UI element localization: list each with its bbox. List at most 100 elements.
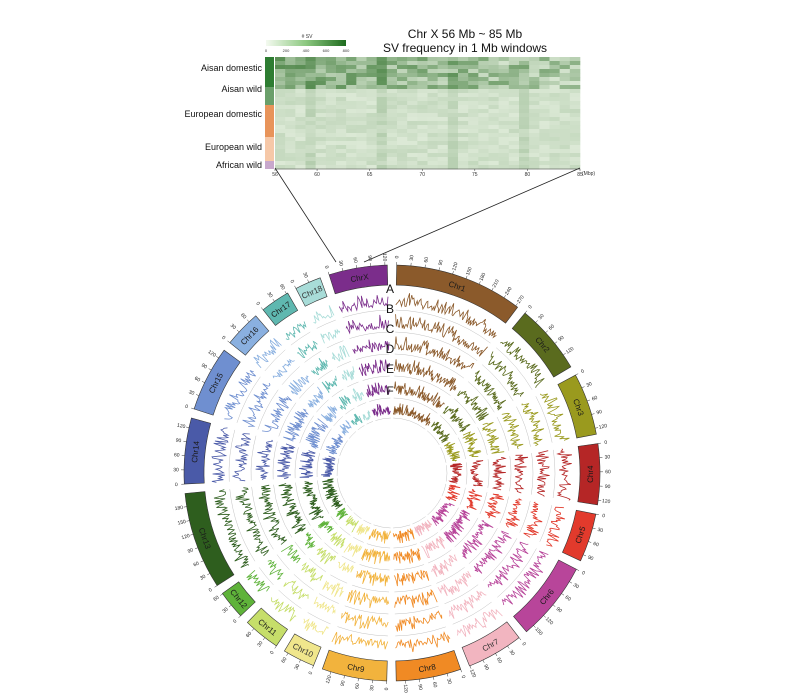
heatmap-axis-tick-label: 56 (272, 172, 278, 178)
track-line (488, 351, 524, 397)
heatmap-cell (498, 89, 510, 94)
track-line (345, 515, 359, 533)
heatmap-cell (356, 109, 367, 114)
chromosome-band (221, 581, 256, 617)
legend-tick-label: 0 (265, 48, 268, 53)
heatmap-cell (508, 57, 520, 62)
heatmap-cell (508, 73, 520, 78)
heatmap-cell (417, 97, 428, 102)
heatmap-cell (447, 105, 459, 110)
heatmap-cell (285, 105, 296, 110)
heatmap-cell (529, 101, 540, 106)
heatmap-cell (447, 73, 459, 78)
heatmap-cell (559, 109, 571, 114)
chromosome-band (246, 607, 288, 647)
heatmap-cell (386, 137, 398, 142)
heatmap-cell (275, 85, 286, 90)
heatmap-cell (305, 165, 316, 170)
heatmap-cell (569, 89, 581, 94)
heatmap-cell (397, 65, 408, 70)
heatmap-cell (447, 65, 459, 70)
heatmap-cell (478, 85, 489, 90)
heatmap-cell (305, 69, 316, 74)
track-line (341, 366, 355, 381)
heatmap-cell (346, 157, 357, 162)
heatmap-cell (285, 137, 296, 142)
heatmap-cell (315, 81, 327, 86)
heatmap-cell (346, 165, 357, 170)
heatmap-cell (285, 73, 296, 78)
heatmap-cell (366, 73, 377, 78)
heatmap-cell (427, 61, 438, 66)
heatmap-cell (539, 81, 550, 86)
track-line (449, 590, 487, 619)
heatmap-cell (315, 105, 327, 110)
heatmap-cell (376, 85, 388, 90)
heatmap-cell (559, 89, 571, 94)
chromosome-tick-label: 90 (482, 664, 490, 672)
heatmap-cell (447, 93, 459, 98)
chromosome-tick-label: 0 (308, 671, 315, 676)
heatmap-cell (427, 125, 438, 130)
track-line (358, 359, 390, 377)
heatmap-cell (366, 105, 377, 110)
heatmap-cell (447, 77, 459, 82)
heatmap-cell (305, 149, 316, 154)
heatmap-cell (549, 73, 560, 78)
heatmap-cell (427, 133, 438, 138)
heatmap-cell (336, 81, 347, 86)
heatmap-cell (417, 125, 428, 130)
heatmap-cell (346, 73, 357, 78)
heatmap-cell (458, 149, 469, 154)
heatmap-cell (336, 69, 347, 74)
heatmap-cell (305, 93, 316, 98)
heatmap-cell (417, 109, 428, 114)
chromosome-tick-label: 150 (465, 266, 474, 276)
heatmap-cell (569, 93, 581, 98)
heatmap-cell (325, 125, 337, 130)
track-line (278, 483, 307, 534)
track-line (356, 569, 390, 587)
heatmap-cell (366, 125, 377, 130)
heatmap-cell (346, 97, 357, 102)
heatmap-cell (325, 93, 337, 98)
heatmap-cell (508, 137, 520, 142)
heatmap-cell (305, 61, 316, 66)
heatmap-cell (458, 93, 469, 98)
heatmap-cell (356, 65, 367, 70)
heatmap-cell (539, 97, 550, 102)
chromosome-chr8: Chr8 0 30 60 90 120 (395, 650, 466, 693)
heatmap-cell (295, 129, 306, 134)
heatmap-cell (437, 125, 449, 130)
chromosome-tick-label: 60 (174, 452, 180, 458)
heatmap-cell (295, 137, 306, 142)
heatmap-cell (305, 133, 316, 138)
heatmap-cell (346, 117, 357, 122)
heatmap-cell (529, 109, 540, 114)
heatmap-cell (275, 77, 286, 82)
track-line (481, 422, 505, 454)
heatmap-cell (468, 121, 479, 126)
heatmap-cell (397, 165, 408, 170)
group-color-bar (265, 87, 274, 105)
chromosome-label: ChrX (350, 272, 370, 284)
heatmap-cell (458, 141, 469, 146)
heatmap-cell (488, 161, 499, 166)
heatmap-cell (508, 149, 520, 154)
heatmap-cell (519, 121, 530, 126)
heatmap-cell (397, 61, 408, 66)
chromosome-tick-label: 0 (254, 301, 261, 307)
heatmap-cell (346, 89, 357, 94)
heatmap-cell (529, 77, 540, 82)
track-line (330, 532, 346, 549)
heatmap-cell (498, 145, 510, 150)
heatmap-cell (508, 145, 520, 150)
heatmap-cell (569, 137, 581, 142)
heatmap-cell (478, 57, 489, 62)
heatmap-cell (336, 129, 347, 134)
track-line (297, 340, 318, 359)
heatmap-cell (407, 157, 418, 162)
heatmap-cell (488, 137, 499, 142)
heatmap-cell (529, 161, 540, 166)
